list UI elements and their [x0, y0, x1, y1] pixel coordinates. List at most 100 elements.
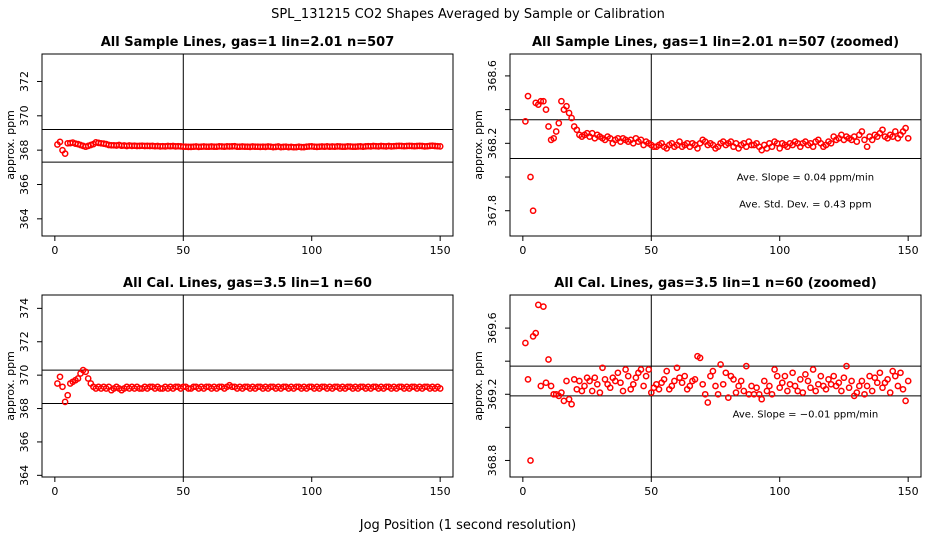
y-axis-label: approx. ppm — [472, 351, 485, 421]
data-point — [848, 377, 855, 385]
data-point — [804, 377, 812, 385]
data-point — [802, 371, 809, 378]
data-point — [742, 362, 750, 370]
y-tick-label: 369.6 — [486, 312, 499, 344]
data-point — [879, 126, 886, 134]
panel-title: All Cal. Lines, gas=3.5 lin=1 n=60 (zoom… — [554, 276, 876, 291]
data-point — [524, 376, 532, 383]
data-point — [778, 379, 786, 387]
data-point — [768, 143, 776, 151]
data-point — [588, 387, 596, 395]
data-point — [889, 367, 897, 375]
data-point — [61, 398, 69, 406]
data-point — [853, 138, 861, 145]
data-point — [827, 139, 835, 147]
data-point — [768, 390, 776, 398]
data-point — [894, 382, 902, 390]
panel-title: All Sample Lines, gas=1 lin=2.01 n=507 (… — [532, 35, 899, 50]
data-point — [902, 124, 909, 132]
data-point — [868, 387, 876, 395]
y-tick-label: 370 — [18, 365, 31, 386]
data-point — [537, 382, 545, 390]
y-tick-label: 366 — [18, 174, 31, 195]
data-point — [868, 136, 876, 144]
x-tick-label: 0 — [519, 485, 526, 498]
data-point — [573, 126, 581, 134]
data-point — [722, 369, 730, 377]
panel-p1: All Sample Lines, gas=1 lin=2.01 n=507 ap… — [4, 35, 454, 257]
data-point — [858, 377, 866, 385]
data-point — [891, 372, 899, 380]
y-axis-label: approx. ppm — [4, 110, 17, 180]
data-point — [719, 380, 727, 388]
data-point — [799, 389, 807, 396]
y-axis-label: approx. ppm — [472, 110, 485, 180]
y-tick-label: 372 — [18, 331, 31, 352]
data-point — [596, 389, 604, 396]
annotation-text: Ave. Std. Dev. = 0.43 ppm — [739, 199, 871, 210]
y-tick-label: 368.8 — [486, 445, 499, 477]
data-point — [691, 376, 699, 383]
data-point — [776, 384, 784, 392]
data-point — [629, 380, 637, 388]
y-tick-label: 364 — [18, 208, 31, 229]
data-point — [647, 389, 655, 396]
data-point — [740, 387, 748, 395]
data-point — [82, 368, 90, 376]
x-tick-label: 50 — [176, 485, 190, 498]
data-point — [578, 387, 586, 395]
x-tick-label: 50 — [644, 485, 658, 498]
annotation-text: Ave. Slope = 0.04 ppm/min — [737, 172, 874, 183]
data-point — [760, 377, 768, 385]
data-point — [436, 143, 444, 150]
x-tick-label: 150 — [430, 244, 451, 257]
x-axis-label: Jog Position (1 second resolution) — [359, 518, 577, 533]
y-tick-label: 374 — [18, 298, 31, 319]
data-point — [61, 150, 69, 157]
data-point — [707, 372, 714, 380]
data-point — [655, 385, 663, 393]
y-tick-label: 368.2 — [486, 128, 499, 160]
data-point — [56, 138, 64, 146]
data-points — [522, 301, 912, 464]
data-point — [84, 375, 92, 382]
data-point — [784, 387, 791, 395]
x-tick-label: 0 — [519, 244, 526, 257]
data-point — [552, 128, 560, 135]
data-point — [54, 380, 61, 387]
data-point — [871, 374, 879, 382]
plot-frame — [41, 53, 454, 237]
data-point — [817, 372, 825, 380]
panel-title: All Cal. Lines, gas=3.5 lin=1 n=60 — [123, 276, 372, 291]
data-point — [789, 369, 796, 377]
data-point — [809, 143, 817, 151]
data-point — [876, 369, 884, 377]
data-point — [622, 366, 629, 373]
y-axis-label: approx. ppm — [4, 351, 17, 421]
data-point — [660, 376, 668, 383]
data-point — [645, 366, 653, 373]
data-point — [632, 374, 640, 382]
data-point — [712, 382, 719, 390]
data-point — [527, 457, 534, 464]
data-point — [737, 377, 745, 385]
data-point — [637, 366, 645, 373]
data-point — [545, 123, 552, 130]
data-point — [886, 389, 894, 396]
data-point — [807, 384, 814, 392]
data-point — [755, 390, 763, 398]
data-point — [522, 339, 529, 347]
data-point — [663, 367, 671, 375]
data-point — [796, 376, 804, 383]
data-point — [899, 385, 907, 393]
y-tick-label: 370 — [18, 105, 31, 126]
data-point — [617, 379, 624, 387]
data-point — [845, 384, 853, 392]
data-point — [884, 376, 891, 383]
data-point — [545, 356, 552, 363]
data-point — [614, 369, 622, 377]
data-point — [568, 114, 575, 122]
data-point — [529, 207, 537, 215]
data-point — [527, 173, 534, 181]
